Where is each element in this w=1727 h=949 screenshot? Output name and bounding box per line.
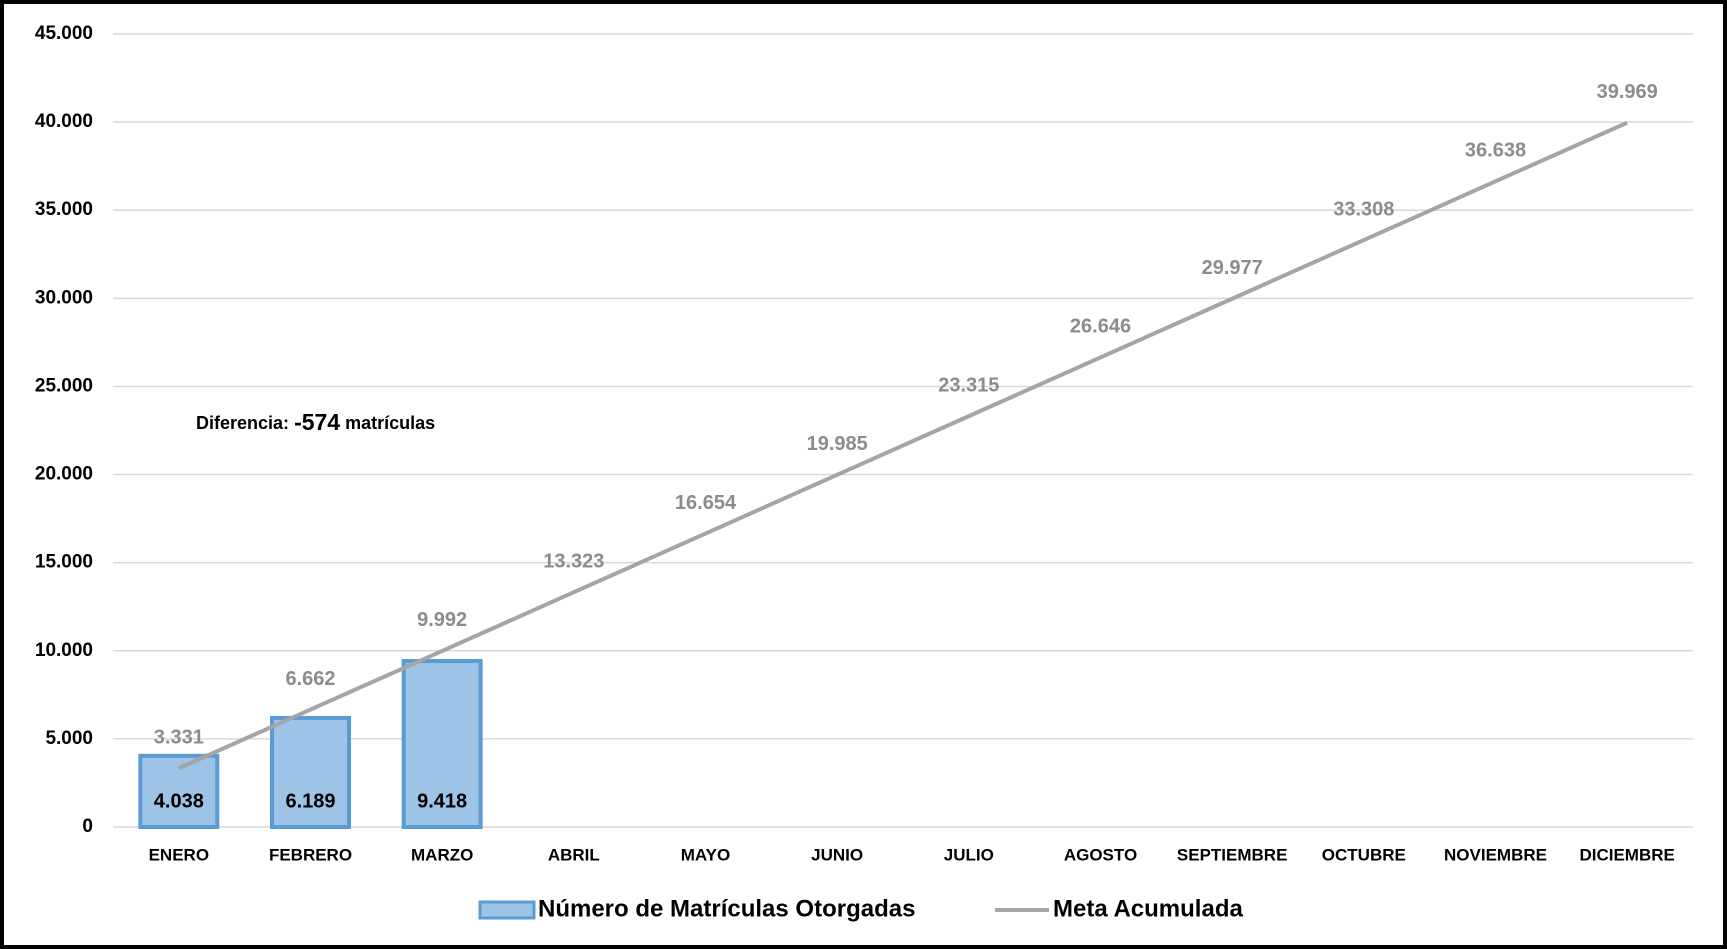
line-value-label: 26.646 [1070, 316, 1131, 338]
bar-value-label: 6.189 [285, 790, 335, 812]
x-tick-label: MARZO [411, 845, 473, 864]
y-tick-label: 0 [82, 816, 93, 837]
line-value-label: 3.331 [154, 727, 204, 749]
line-value-label: 16.654 [675, 492, 737, 514]
x-tick-label: ABRIL [548, 845, 600, 864]
bar [401, 659, 483, 830]
y-tick-label: 45.000 [35, 23, 93, 44]
line-value-label: 29.977 [1202, 257, 1263, 279]
line-value-label: 39.969 [1597, 81, 1658, 103]
line-value-label: 6.662 [285, 668, 335, 690]
x-tick-label: SEPTIEMBRE [1177, 845, 1288, 864]
y-tick-label: 5.000 [45, 728, 93, 749]
legend-label: Meta Acumulada [1053, 895, 1243, 922]
annotation: Diferencia: -574 matrículas [196, 409, 435, 435]
annotation-value: -574 [294, 409, 340, 435]
x-tick-label: MAYO [681, 845, 730, 864]
legend-label: Número de Matrículas Otorgadas [538, 895, 915, 922]
y-tick-label: 20.000 [35, 464, 93, 485]
line-value-label: 9.992 [417, 609, 467, 631]
x-tick-label: JULIO [944, 845, 994, 864]
bar-value-label: 9.418 [417, 790, 467, 812]
line-value-label: 33.308 [1333, 198, 1394, 220]
x-tick-label: DICIEMBRE [1579, 845, 1674, 864]
x-tick-label: ENERO [149, 845, 209, 864]
line-value-label: 19.985 [807, 433, 868, 455]
x-tick-label: FEBRERO [269, 845, 352, 864]
line [178, 120, 1628, 771]
annotation-unit: matrículas [345, 413, 435, 433]
y-tick-label: 40.000 [35, 111, 93, 132]
line-value-label: 36.638 [1465, 140, 1526, 162]
legend-swatch [478, 900, 536, 920]
y-tick-label: 30.000 [35, 287, 93, 308]
annotation-label: Diferencia: [196, 413, 289, 433]
bar-value-label: 4.038 [154, 790, 204, 812]
bar [270, 715, 351, 830]
line-value-label: 13.323 [543, 551, 604, 573]
x-tick-label: NOVIEMBRE [1444, 845, 1547, 864]
line-value-label: 23.315 [938, 374, 999, 396]
x-tick-label: AGOSTO [1064, 845, 1137, 864]
y-tick-label: 25.000 [35, 375, 93, 396]
x-tick-label: JUNIO [811, 845, 863, 864]
y-tick-label: 15.000 [35, 552, 93, 573]
x-tick-label: OCTUBRE [1322, 845, 1406, 864]
y-tick-label: 10.000 [35, 640, 93, 661]
y-tick-label: 35.000 [35, 199, 93, 220]
